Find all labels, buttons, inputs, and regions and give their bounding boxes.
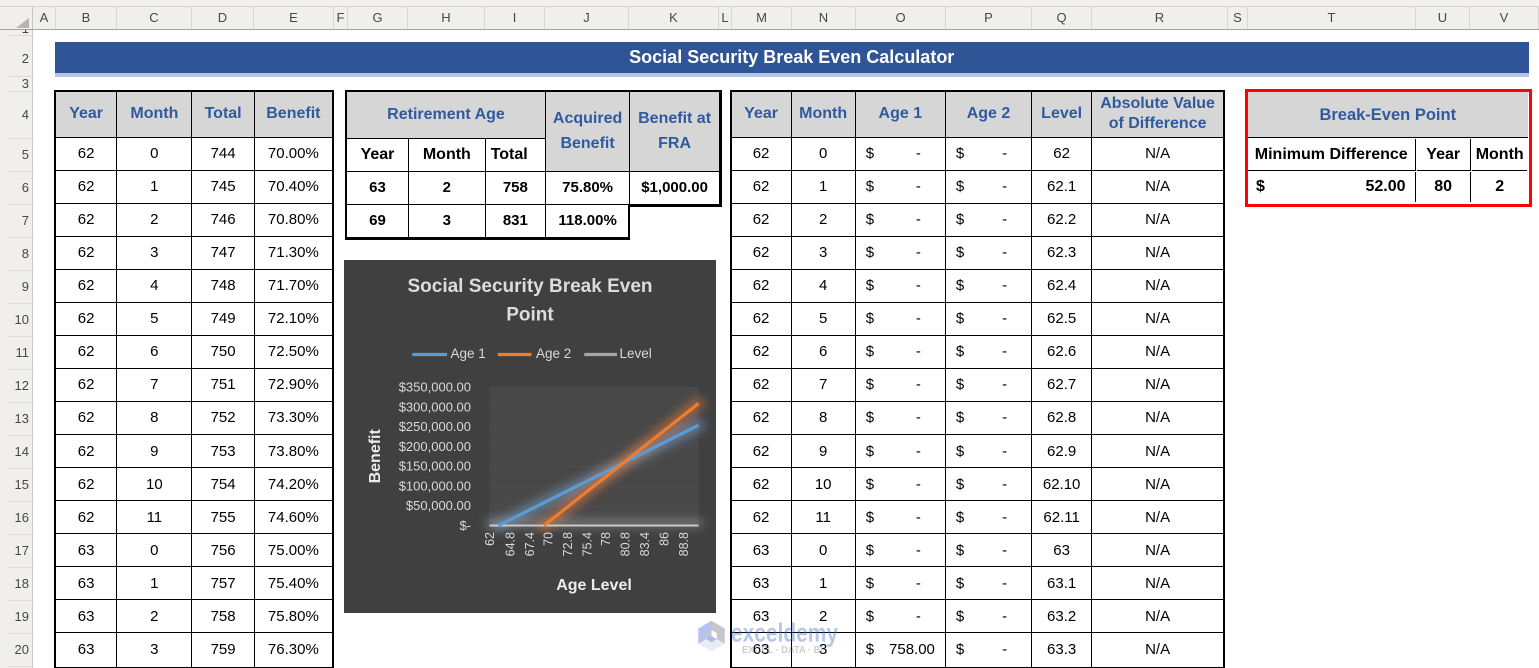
svg-text:70: 70 — [541, 531, 555, 545]
svg-text:80.8: 80.8 — [618, 531, 632, 555]
svg-text:Social Security Break Even: Social Security Break Even — [407, 276, 652, 297]
svg-text:$100,000.00: $100,000.00 — [398, 478, 470, 493]
svg-text:$50,000.00: $50,000.00 — [405, 498, 470, 513]
svg-text:62: 62 — [483, 531, 497, 545]
svg-text:exceldemy: exceldemy — [731, 618, 838, 648]
svg-text:64.8: 64.8 — [503, 531, 517, 555]
svg-text:88.8: 88.8 — [677, 531, 691, 555]
svg-text:Age 2: Age 2 — [536, 346, 571, 361]
svg-text:Age 1: Age 1 — [450, 346, 485, 361]
svg-text:75.4: 75.4 — [580, 531, 594, 555]
svg-text:Point: Point — [506, 304, 554, 325]
svg-text:83.4: 83.4 — [638, 531, 652, 555]
svg-text:Age Level: Age Level — [556, 577, 632, 594]
svg-text:$300,000.00: $300,000.00 — [398, 399, 470, 414]
svg-text:$250,000.00: $250,000.00 — [398, 419, 470, 434]
svg-text:EXCEL · DATA · BI: EXCEL · DATA · BI — [742, 644, 823, 656]
svg-text:86: 86 — [657, 531, 671, 545]
svg-text:$150,000.00: $150,000.00 — [398, 458, 470, 473]
svg-text:72.8: 72.8 — [561, 531, 575, 555]
svg-text:78: 78 — [599, 531, 613, 545]
svg-text:Level: Level — [619, 346, 651, 361]
svg-text:$-: $- — [459, 517, 471, 532]
svg-text:67.4: 67.4 — [522, 531, 536, 555]
svg-text:Benefit: Benefit — [367, 428, 384, 483]
svg-text:$200,000.00: $200,000.00 — [398, 438, 470, 453]
svg-text:$350,000.00: $350,000.00 — [398, 379, 470, 394]
